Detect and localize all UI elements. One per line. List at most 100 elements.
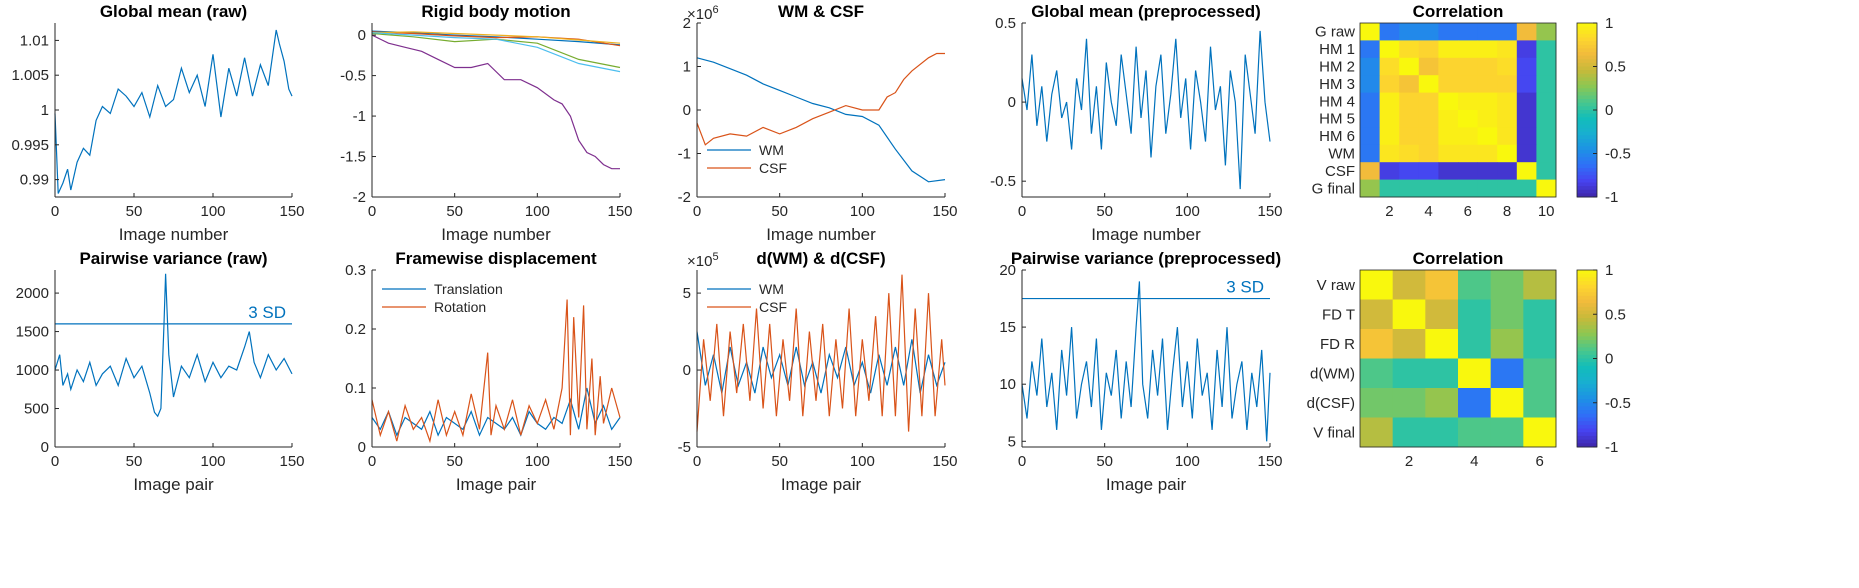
p4-y-tick-label: 0.5 (995, 15, 1016, 32)
p5-cell (1418, 23, 1439, 41)
p9-plot: Pairwise variance (preprocessed) 3 SD 0 50 1… (999, 249, 1282, 494)
p10-cell (1458, 329, 1492, 359)
p10-x-tick-label: 2 (1405, 453, 1413, 470)
p9-threshold-label: 3 SD (1226, 278, 1264, 297)
p3-legend-label: WM (759, 142, 784, 158)
p5-colorbar-band (1577, 182, 1597, 187)
p5-cell (1360, 75, 1380, 93)
p7-series-1-line (371, 387, 621, 437)
p5-cell (1438, 23, 1459, 41)
p10-cell (1425, 417, 1459, 448)
p2-series-2-line (371, 31, 621, 47)
p7-x-tick-label: 50 (446, 453, 463, 470)
p5-colorbar-band (1577, 33, 1597, 39)
p10-heatmap: Correlation V raw FD T FD R d(WM) d(CSF) V fin… (1307, 249, 1631, 470)
p5-cell (1399, 110, 1420, 128)
p10-cell (1458, 270, 1492, 300)
p5-colorbar-label: 0 (1605, 102, 1613, 119)
p2-x-tick-label: 150 (607, 203, 632, 220)
p2-title: Rigid body motion (421, 2, 570, 21)
p5-x-tick-label: 6 (1464, 203, 1472, 220)
p8-x-tick-label: 150 (932, 453, 957, 470)
p2-y-tick-label: -0.5 (340, 68, 366, 85)
p10-row-label: d(WM) (1310, 365, 1355, 382)
p10-colorbar-band (1577, 288, 1597, 293)
p10-colorbar-band (1577, 388, 1597, 393)
p5-cell (1399, 75, 1420, 93)
p5-colorbar-band (1577, 171, 1597, 176)
p5-row-label: CSF (1325, 163, 1355, 180)
p7-series-2-line (371, 299, 621, 444)
p10-colorbar-band (1577, 270, 1597, 275)
p8-x-tick-label: 0 (693, 453, 701, 470)
p5-row-label: HM 5 (1319, 111, 1355, 128)
p10-colorbar-band (1577, 317, 1597, 323)
p8-y-tick-label: 5 (683, 285, 691, 302)
p9-x-tick-label: 150 (1257, 453, 1282, 470)
p10-colorbar-band (1577, 369, 1597, 374)
p8-legend-label: WM (759, 281, 784, 297)
p5-colorbar-band (1577, 113, 1597, 118)
p10-colorbar-band (1577, 325, 1597, 330)
p6-plot: Pairwise variance (raw)3 SD0 50 100 1500500… (16, 249, 305, 494)
p3-x-tick-label: 100 (850, 203, 875, 220)
p10-cell (1392, 299, 1426, 330)
p10-colorbar-band (1577, 329, 1597, 334)
p5-cell (1360, 144, 1380, 163)
p5-cell (1360, 179, 1380, 198)
p10-cell (1360, 270, 1394, 300)
p10-cell (1490, 299, 1524, 330)
p5-cell (1516, 127, 1537, 146)
p5-colorbar-band (1577, 26, 1597, 31)
p5-cell (1360, 162, 1380, 180)
p5-colorbar-band (1577, 99, 1597, 104)
p8-series-1-line (696, 331, 946, 394)
p10-row-label: d(CSF) (1307, 395, 1355, 412)
p10-colorbar-band (1577, 336, 1597, 341)
p5-colorbar-label: 1 (1605, 15, 1613, 32)
p5-cell (1379, 162, 1400, 180)
p5-cell (1536, 23, 1557, 41)
p10-colorbar-band (1577, 391, 1597, 396)
p5-cell (1477, 57, 1498, 76)
p10-cell (1458, 388, 1492, 418)
p10-cell (1490, 417, 1524, 448)
p4-x-tick-label: 100 (1175, 203, 1200, 220)
p5-colorbar-band (1577, 37, 1597, 42)
p8-x-tick-label: 50 (771, 453, 788, 470)
p10-cell (1360, 329, 1394, 359)
p10-colorbar-band (1577, 413, 1597, 418)
p5-cell (1418, 144, 1439, 163)
p5-cell (1379, 23, 1400, 41)
p2-x-label: Image number (441, 225, 551, 244)
p6-title: Pairwise variance (raw) (79, 249, 267, 268)
p3-y-tick-label: 1 (683, 59, 691, 76)
p10-colorbar-band (1577, 321, 1597, 326)
p5-cell (1477, 92, 1498, 111)
p10-cell (1425, 270, 1459, 300)
p2-series-3-line (371, 31, 621, 44)
p5-colorbar-band (1577, 91, 1597, 97)
p6-y-tick-label: 2000 (16, 285, 49, 302)
p1-title: Global mean (raw) (100, 2, 247, 21)
p5-colorbar-band (1577, 139, 1597, 144)
p7-x-label: Image pair (456, 475, 537, 494)
p4-y-tick-label: 0 (1008, 94, 1016, 111)
p6-series-1-line (54, 273, 293, 418)
p5-cell (1418, 127, 1439, 146)
p5-cell (1536, 92, 1557, 111)
p10-cell (1458, 358, 1492, 389)
p5-cell (1458, 75, 1478, 93)
p1-x-tick-label: 150 (279, 203, 304, 220)
p10-colorbar-band (1577, 277, 1597, 282)
p5-cell (1497, 92, 1518, 111)
p10-colorbar-band (1577, 410, 1597, 415)
p9-y-tick-label: 20 (999, 262, 1016, 279)
p5-colorbar-band (1577, 52, 1597, 57)
p10-colorbar-band (1577, 347, 1597, 352)
p10-colorbar-band (1577, 432, 1597, 437)
p5-title: Correlation (1413, 2, 1504, 21)
p5-cell (1458, 162, 1478, 180)
p8-legend-label: CSF (759, 299, 787, 315)
